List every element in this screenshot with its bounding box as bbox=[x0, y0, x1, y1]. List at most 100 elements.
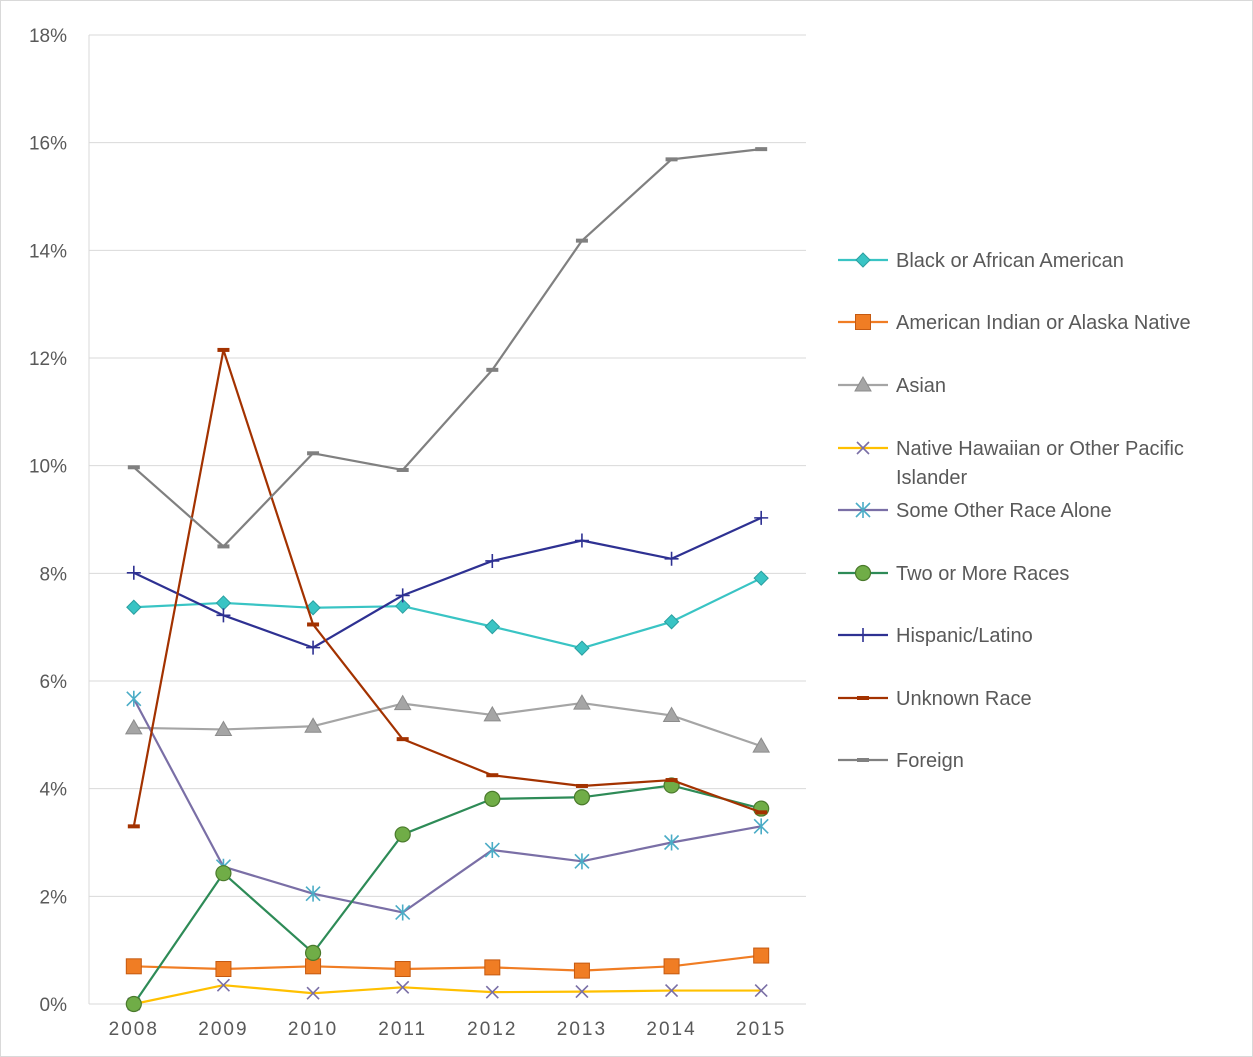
marker-triangle bbox=[573, 694, 591, 710]
marker-star bbox=[663, 834, 680, 851]
series-hispanic-latino bbox=[126, 510, 769, 655]
marker-dash bbox=[755, 147, 768, 152]
marker-square bbox=[663, 958, 680, 975]
marker-square bbox=[573, 962, 590, 979]
legend-label: Foreign bbox=[896, 750, 964, 772]
marker-x bbox=[575, 985, 589, 999]
legend-label: Black or African American bbox=[896, 250, 1124, 272]
marker-dash bbox=[127, 824, 140, 829]
marker-plus bbox=[306, 640, 321, 655]
series-american-indian-or-alaska-native bbox=[125, 947, 770, 979]
series-unknown-race bbox=[127, 347, 768, 829]
series-line bbox=[133, 516, 762, 649]
marker-triangle bbox=[393, 694, 412, 711]
series-native-hawaiian-or-other-pacific-islander bbox=[127, 978, 768, 1011]
marker-dash bbox=[396, 467, 409, 472]
marker-plus bbox=[754, 510, 769, 525]
marker-dash bbox=[755, 810, 768, 815]
series-line bbox=[133, 984, 762, 1006]
marker-diamond bbox=[855, 252, 871, 268]
marker-star bbox=[753, 818, 769, 835]
marker-x bbox=[754, 983, 768, 998]
marker-plus bbox=[574, 533, 589, 548]
marker-x bbox=[485, 985, 499, 999]
series-asian bbox=[124, 694, 771, 753]
legend-item: Some Other Race Alone bbox=[838, 500, 1112, 522]
marker-triangle bbox=[752, 737, 771, 753]
marker-dash bbox=[486, 773, 499, 778]
marker-triangle bbox=[124, 718, 143, 735]
x-tick-label: 2009 bbox=[198, 1019, 248, 1040]
marker-diamond bbox=[484, 618, 501, 635]
marker-plus bbox=[485, 553, 500, 568]
marker-triangle bbox=[483, 705, 502, 722]
marker-circle bbox=[304, 944, 322, 961]
legend-item: Asian bbox=[838, 375, 946, 397]
legend-label: Hispanic/Latino bbox=[896, 625, 1033, 647]
marker-dash bbox=[665, 157, 678, 162]
marker-circle bbox=[854, 564, 872, 582]
x-axis-tick-labels: 2008 2009 2010 2011 2012 2013 2014 2015 bbox=[109, 1019, 786, 1040]
marker-x bbox=[216, 978, 231, 992]
marker-circle bbox=[394, 826, 411, 843]
legend-item: Unknown Race bbox=[838, 688, 1032, 710]
marker-dash bbox=[307, 451, 320, 456]
marker-x bbox=[664, 983, 679, 998]
marker-triangle bbox=[304, 717, 322, 733]
marker-circle bbox=[215, 865, 232, 882]
marker-diamond bbox=[394, 598, 411, 614]
marker-star bbox=[305, 885, 321, 902]
marker-dash bbox=[217, 544, 230, 549]
marker-triangle bbox=[214, 720, 233, 736]
x-tick-label: 2015 bbox=[736, 1019, 786, 1040]
marker-dash bbox=[307, 622, 320, 627]
marker-square bbox=[305, 958, 322, 975]
marker-star bbox=[855, 502, 871, 518]
y-tick-label: 16% bbox=[29, 134, 67, 155]
marker-square bbox=[753, 947, 770, 964]
marker-star bbox=[484, 842, 500, 859]
marker-circle bbox=[484, 790, 501, 807]
series-line bbox=[133, 701, 762, 748]
legend-item: Black or African American bbox=[838, 250, 1124, 272]
y-tick-label: 12% bbox=[29, 349, 67, 370]
marker-diamond bbox=[574, 640, 590, 656]
marker-square bbox=[215, 961, 232, 978]
series-line bbox=[132, 348, 762, 827]
series-line bbox=[132, 698, 762, 914]
marker-triangle bbox=[854, 375, 872, 392]
legend-item: Foreign bbox=[838, 750, 964, 772]
legend-item: Native Hawaiian or Other Pacific Islander bbox=[838, 438, 1184, 489]
marker-x bbox=[396, 980, 410, 994]
y-axis-tick-labels: 0% 2% 4% 6% 8% 10% 12% 14% 16% 18% bbox=[29, 26, 67, 1016]
legend-label: Asian bbox=[896, 375, 946, 397]
legend-label: Unknown Race bbox=[896, 688, 1032, 710]
marker-dash bbox=[575, 783, 588, 788]
marker-dash bbox=[665, 778, 678, 783]
legend-label: American Indian or Alaska Native bbox=[896, 312, 1191, 334]
marker-dash bbox=[396, 737, 409, 742]
marker-triangle bbox=[662, 706, 681, 722]
marker-dash bbox=[857, 758, 869, 762]
marker-star bbox=[395, 904, 411, 921]
marker-square bbox=[125, 958, 142, 975]
marker-circle bbox=[573, 789, 591, 806]
x-tick-label: 2014 bbox=[646, 1019, 696, 1040]
y-tick-label: 2% bbox=[40, 887, 68, 908]
marker-dash bbox=[857, 696, 869, 700]
x-tick-label: 2012 bbox=[467, 1019, 517, 1040]
legend-label: Native Hawaiian or Other Pacific Islander bbox=[896, 438, 1184, 489]
marker-square bbox=[484, 959, 501, 976]
legend: Black or African American American Indian… bbox=[838, 250, 1191, 772]
marker-plus bbox=[216, 608, 231, 623]
legend-label: Some Other Race Alone bbox=[896, 500, 1112, 522]
marker-plus bbox=[856, 628, 870, 642]
y-tick-label: 14% bbox=[29, 241, 67, 262]
marker-dash bbox=[486, 367, 499, 372]
series-foreign bbox=[127, 147, 768, 549]
legend-item: Two or More Races bbox=[838, 563, 1069, 585]
marker-diamond bbox=[753, 570, 769, 586]
marker-star bbox=[574, 853, 590, 870]
